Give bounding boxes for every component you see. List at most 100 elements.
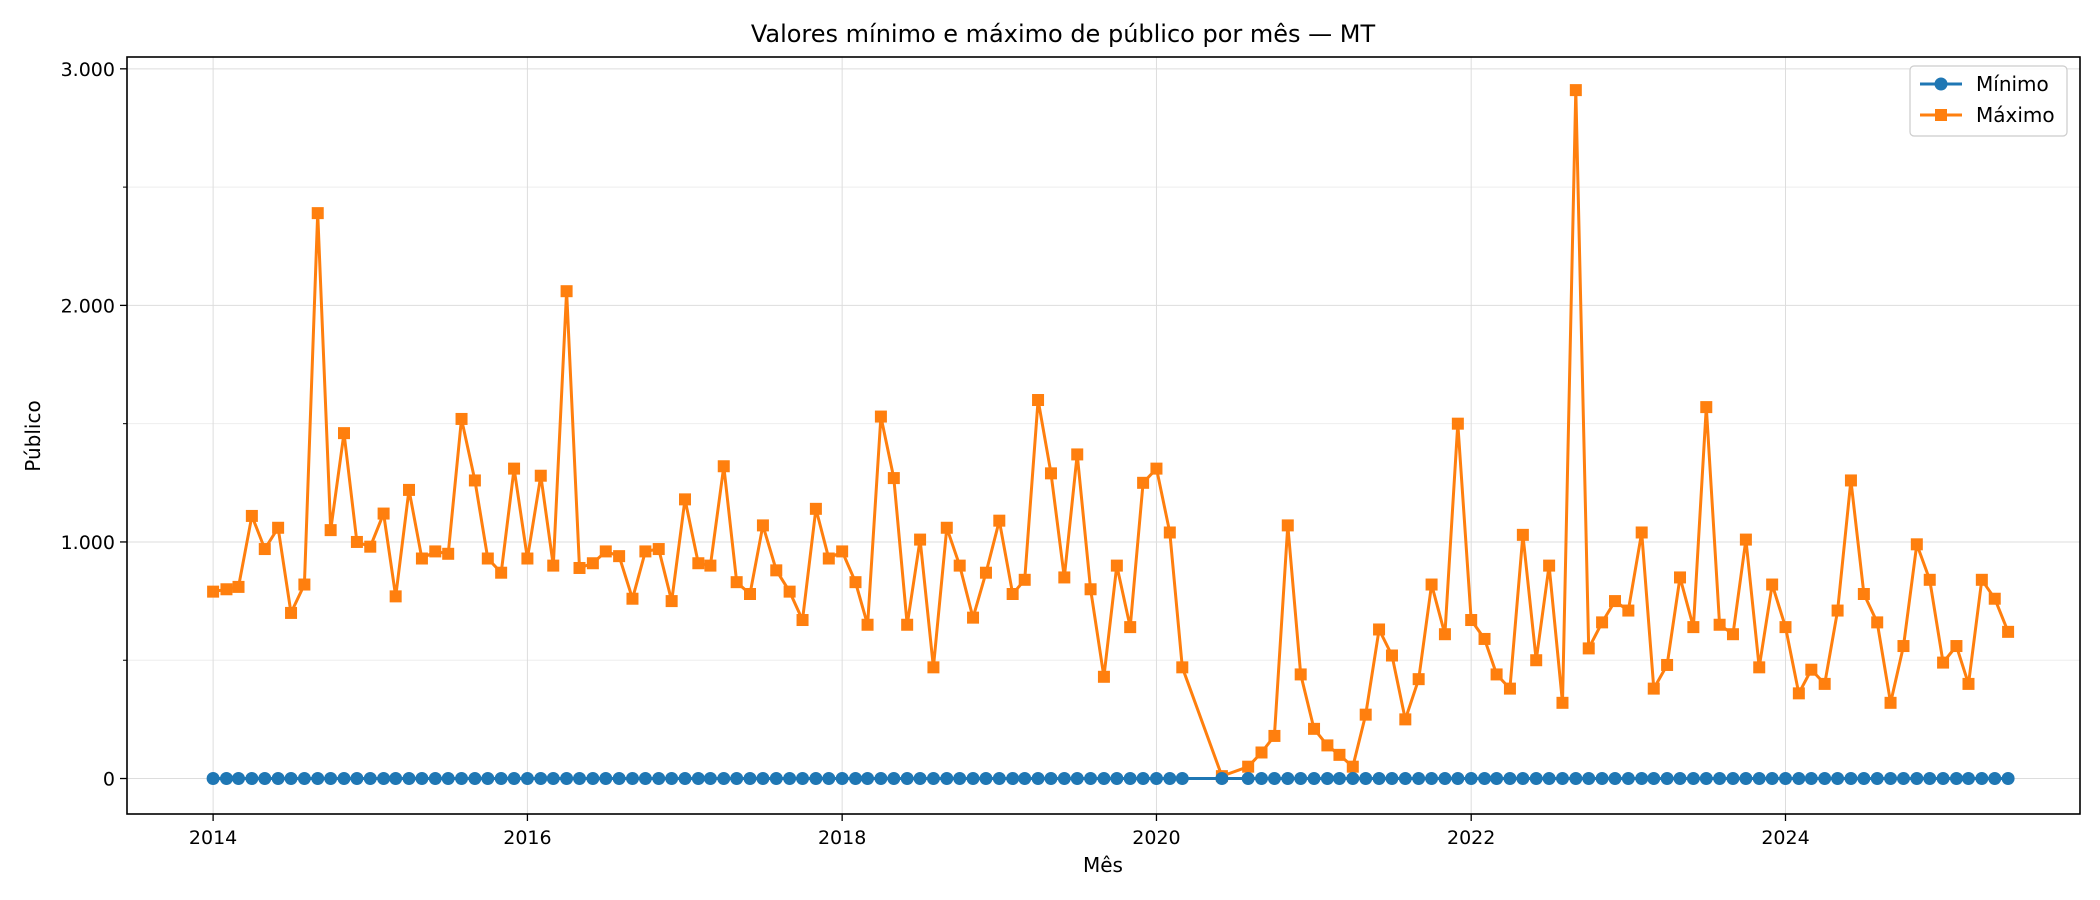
data-point-minimo bbox=[481, 772, 495, 786]
data-point-minimo bbox=[1490, 772, 1504, 786]
data-point-minimo bbox=[1673, 772, 1687, 786]
data-point-minimo bbox=[1686, 772, 1700, 786]
data-point-minimo bbox=[1464, 772, 1478, 786]
data-point-minimo bbox=[441, 772, 455, 786]
data-point-minimo bbox=[324, 772, 338, 786]
y-axis-ticks: 0 1.000 2.000 3.000 bbox=[61, 59, 127, 791]
data-point-maximo bbox=[1962, 677, 1975, 690]
x-tick-label: 2024 bbox=[1761, 827, 1809, 849]
data-point-minimo bbox=[769, 772, 783, 786]
data-point-minimo bbox=[1831, 772, 1845, 786]
series-layer bbox=[206, 84, 2015, 786]
data-point-minimo bbox=[691, 772, 705, 786]
data-point-maximo bbox=[1176, 661, 1189, 674]
data-point-maximo bbox=[1530, 654, 1543, 667]
data-point-maximo bbox=[311, 207, 324, 220]
data-point-minimo bbox=[363, 772, 377, 786]
data-point-minimo bbox=[389, 772, 403, 786]
y-tick-label: 2.000 bbox=[61, 295, 115, 317]
data-point-maximo bbox=[1988, 592, 2001, 605]
data-point-minimo bbox=[678, 772, 692, 786]
data-point-maximo bbox=[495, 566, 508, 579]
data-point-minimo bbox=[1975, 772, 1989, 786]
data-point-minimo bbox=[428, 772, 442, 786]
data-point-minimo bbox=[1320, 772, 1334, 786]
data-point-maximo bbox=[338, 427, 350, 440]
data-point-minimo bbox=[717, 772, 731, 786]
data-point-minimo bbox=[206, 772, 220, 786]
data-point-minimo bbox=[1241, 772, 1255, 786]
data-point-minimo bbox=[1647, 772, 1661, 786]
data-point-minimo bbox=[822, 772, 836, 786]
data-point-maximo bbox=[1923, 573, 1936, 586]
data-point-minimo bbox=[612, 772, 626, 786]
data-point-minimo bbox=[1307, 772, 1321, 786]
data-point-minimo bbox=[979, 772, 993, 786]
data-point-minimo bbox=[1070, 772, 1084, 786]
data-point-minimo bbox=[1595, 772, 1609, 786]
data-point-maximo bbox=[730, 576, 743, 589]
y-tick-label: 0 bbox=[103, 769, 115, 791]
data-point-maximo bbox=[1044, 467, 1057, 480]
data-point-maximo bbox=[1871, 616, 1884, 629]
data-point-maximo bbox=[770, 564, 783, 577]
data-point-maximo bbox=[809, 502, 822, 515]
data-point-minimo bbox=[520, 772, 534, 786]
data-point-minimo bbox=[271, 772, 285, 786]
data-point-minimo bbox=[1608, 772, 1622, 786]
data-point-minimo bbox=[1503, 772, 1517, 786]
data-point-maximo bbox=[744, 587, 757, 600]
data-point-maximo bbox=[861, 618, 874, 631]
data-point-minimo bbox=[652, 772, 666, 786]
x-tick-label: 2018 bbox=[818, 827, 866, 849]
data-point-minimo bbox=[1988, 772, 2002, 786]
data-point-minimo bbox=[1516, 772, 1530, 786]
data-point-minimo bbox=[232, 772, 246, 786]
data-point-minimo bbox=[900, 772, 914, 786]
data-point-maximo bbox=[1844, 474, 1857, 487]
data-point-maximo bbox=[364, 540, 377, 553]
data-point-minimo bbox=[586, 772, 600, 786]
data-point-minimo bbox=[2001, 772, 2015, 786]
data-point-maximo bbox=[1950, 640, 1963, 653]
data-point-minimo bbox=[1332, 772, 1346, 786]
data-point-maximo bbox=[679, 493, 691, 506]
data-point-maximo bbox=[350, 535, 363, 548]
data-point-minimo bbox=[1359, 772, 1373, 786]
data-point-minimo bbox=[507, 772, 521, 786]
data-point-maximo bbox=[1726, 628, 1739, 641]
data-point-minimo bbox=[415, 772, 429, 786]
data-point-maximo bbox=[389, 590, 402, 603]
data-point-minimo bbox=[1346, 772, 1360, 786]
data-point-minimo bbox=[1385, 772, 1399, 786]
data-point-minimo bbox=[756, 772, 770, 786]
data-point-maximo bbox=[1687, 621, 1700, 634]
data-point-minimo bbox=[1765, 772, 1779, 786]
data-point-maximo bbox=[258, 543, 271, 556]
data-point-minimo bbox=[284, 772, 298, 786]
data-point-maximo bbox=[993, 514, 1006, 527]
data-point-maximo bbox=[1647, 682, 1660, 695]
data-point-maximo bbox=[927, 661, 940, 674]
data-point-minimo bbox=[1529, 772, 1543, 786]
data-point-maximo bbox=[1124, 621, 1137, 634]
data-point-maximo bbox=[403, 483, 416, 496]
data-point-maximo bbox=[1321, 739, 1334, 752]
data-point-maximo bbox=[1556, 696, 1569, 709]
data-point-maximo bbox=[521, 552, 534, 565]
data-point-minimo bbox=[468, 772, 482, 786]
data-point-maximo bbox=[1281, 519, 1294, 532]
data-point-minimo bbox=[1857, 772, 1871, 786]
data-point-maximo bbox=[717, 460, 730, 473]
data-point-minimo bbox=[1844, 772, 1858, 786]
data-point-maximo bbox=[1766, 578, 1779, 591]
data-point-minimo bbox=[1699, 772, 1713, 786]
data-point-minimo bbox=[953, 772, 967, 786]
data-point-minimo bbox=[861, 772, 875, 786]
data-point-maximo bbox=[1739, 533, 1752, 546]
data-point-maximo bbox=[272, 521, 285, 534]
data-point-maximo bbox=[1399, 713, 1412, 726]
x-tick-label: 2020 bbox=[1132, 827, 1180, 849]
data-point-maximo bbox=[783, 585, 796, 598]
data-point-maximo bbox=[1713, 618, 1726, 631]
